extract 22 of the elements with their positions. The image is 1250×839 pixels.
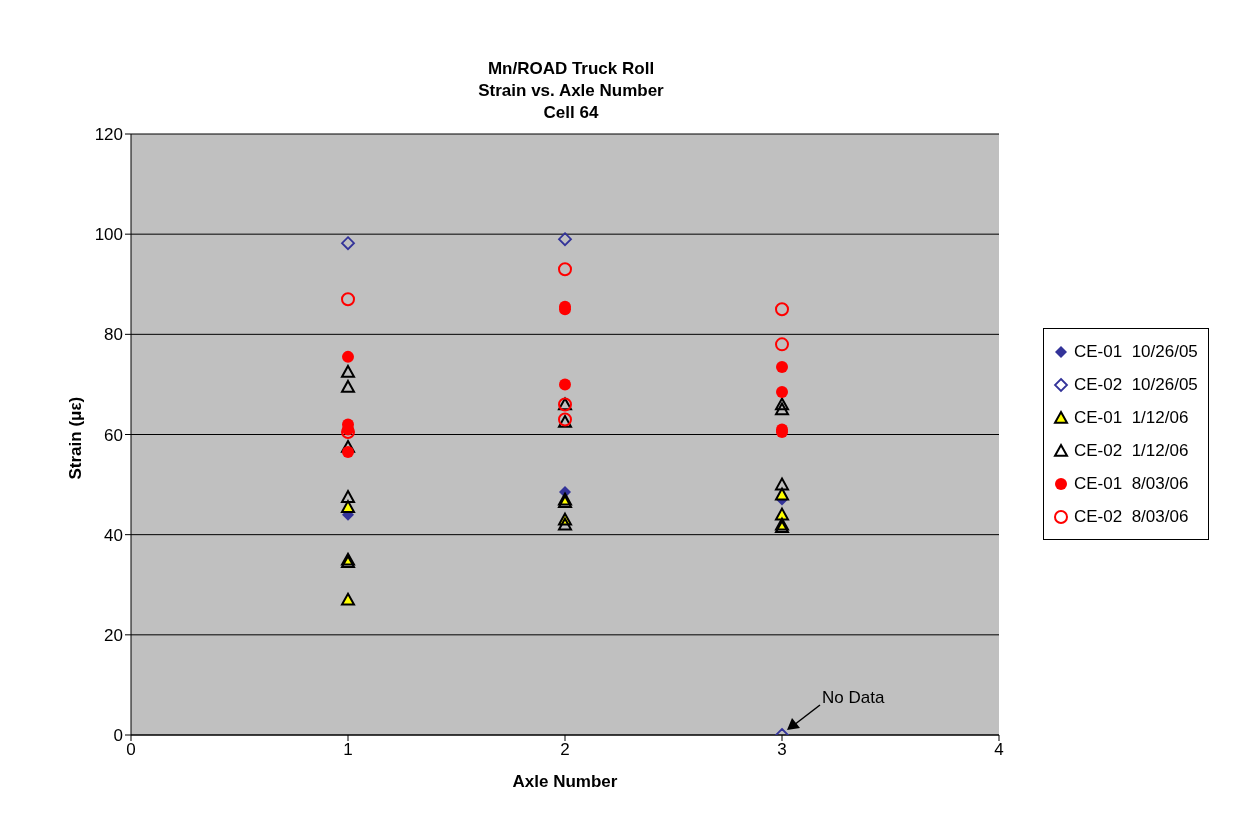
y-tick-label: 40 [104,525,123,545]
x-tick-label: 3 [777,740,787,760]
x-axis-title: Axle Number [512,772,618,791]
x-tick-label: 0 [126,740,136,760]
legend-label: CE-02 10/26/05 [1074,374,1198,395]
legend-label: CE-01 8/03/06 [1074,473,1189,494]
y-tick-label: 100 [94,225,123,245]
x-tick-label: 4 [994,740,1004,760]
y-tick-label: 80 [104,325,123,345]
y-tick-label: 20 [104,625,123,645]
legend-label: CE-02 8/03/06 [1074,506,1189,527]
annotation: No Data [822,688,885,707]
y-tick-label: 120 [94,125,123,145]
chart-title: Mn/ROAD Truck Roll Strain vs. Axle Number Cell 64 [477,58,665,124]
y-axis-title: Strain (με) [66,396,86,480]
y-tick-label: 0 [113,726,123,746]
legend-label: CE-02 1/12/06 [1074,440,1189,461]
x-tick-label: 2 [560,740,570,760]
x-tick-label: 1 [343,740,353,760]
legend-label: CE-01 10/26/05 [1074,341,1198,362]
y-tick-label: 60 [104,425,123,445]
legend-label: CE-01 1/12/06 [1074,407,1189,428]
